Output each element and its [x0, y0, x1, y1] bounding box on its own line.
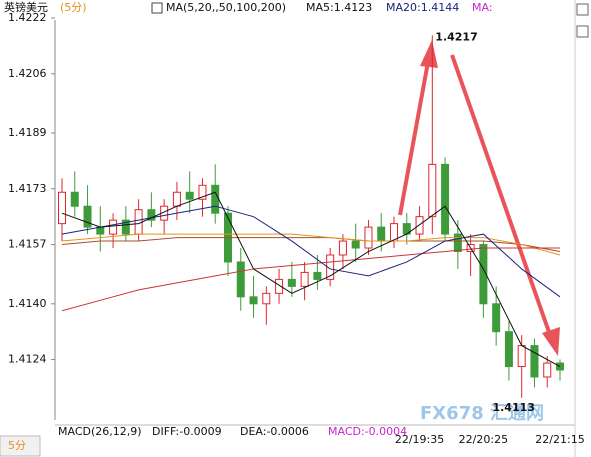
arrows: [398, 40, 560, 356]
candle-body: [338, 240, 347, 256]
y-tick-label: 1.4206: [8, 67, 47, 80]
candle-body: [83, 205, 92, 228]
ma-line: [61, 233, 561, 256]
y-tick-label: 1.4189: [8, 126, 47, 139]
watermark: FX678 汇通网: [420, 403, 544, 424]
annotation: 1.4113: [492, 401, 534, 414]
ma-line: [61, 237, 561, 253]
indicator-label: MA(5,20,,50,100,200): [166, 1, 286, 14]
ma-line: [61, 247, 560, 312]
candle-body: [198, 184, 207, 200]
candle-body: [479, 244, 488, 305]
macd-label: DEA:-0.0006: [240, 425, 309, 438]
candle-body: [236, 261, 245, 298]
ma-line: [61, 191, 561, 367]
indicator-label: MA:: [472, 1, 493, 14]
chart-title: 英镑美元: [4, 0, 48, 14]
candle-body: [377, 226, 386, 242]
indicator-label: MA5:1.4123: [306, 1, 372, 14]
candle-body: [58, 191, 66, 225]
x-tick-label: 22/20:25: [459, 433, 508, 446]
x-tick-label: 22/19:35: [395, 433, 444, 446]
period-tab-label[interactable]: 5分: [8, 439, 26, 452]
candle-body: [121, 219, 130, 235]
annotation: 1.4217: [435, 30, 477, 43]
x-tick-label: 22/21:15: [535, 433, 584, 446]
y-tick-label: 1.4173: [8, 182, 47, 195]
period-label: (5分): [60, 1, 87, 14]
candle-body: [147, 209, 156, 221]
panel-icon[interactable]: [576, 25, 589, 38]
candle-body: [504, 331, 513, 368]
y-tick-label: 1.4157: [8, 238, 47, 251]
candle-body: [275, 278, 284, 294]
candle-body: [211, 184, 220, 214]
macd-label: MACD:-0.0004: [328, 425, 407, 438]
candle-body: [172, 191, 181, 207]
candle-body: [70, 191, 79, 207]
candle-body: [364, 226, 373, 249]
candle-body: [96, 226, 105, 235]
indicator-icon[interactable]: [151, 2, 163, 14]
candle-body: [428, 163, 437, 218]
candle-body: [441, 163, 450, 235]
candle-body: [530, 345, 539, 378]
candle-body: [492, 303, 501, 333]
candle-body: [185, 191, 194, 200]
indicator-label: MA20:1.4144: [386, 1, 459, 14]
macd-label: MACD(26,12,9): [58, 425, 142, 438]
y-tick-label: 1.4140: [8, 297, 47, 310]
candle-body: [313, 271, 322, 280]
candle-body: [453, 233, 462, 253]
candle-body: [326, 254, 335, 280]
y-tick-label: 1.4124: [8, 353, 47, 366]
candle-body: [517, 345, 526, 368]
candle-body: [351, 240, 360, 249]
macd-label: DIFF:-0.0009: [152, 425, 222, 438]
y-tick-label: 1.4222: [8, 11, 47, 24]
candle-body: [262, 292, 271, 305]
candle-body: [249, 296, 258, 305]
candle-body: [300, 271, 309, 287]
candle-body: [134, 209, 143, 235]
period-tab[interactable]: [0, 435, 41, 457]
candle-body: [543, 362, 552, 378]
panel-icon[interactable]: [576, 3, 589, 16]
candle-body: [556, 362, 564, 371]
ma-line: [61, 205, 561, 298]
candle-body: [109, 219, 118, 235]
candle-body: [287, 278, 296, 287]
